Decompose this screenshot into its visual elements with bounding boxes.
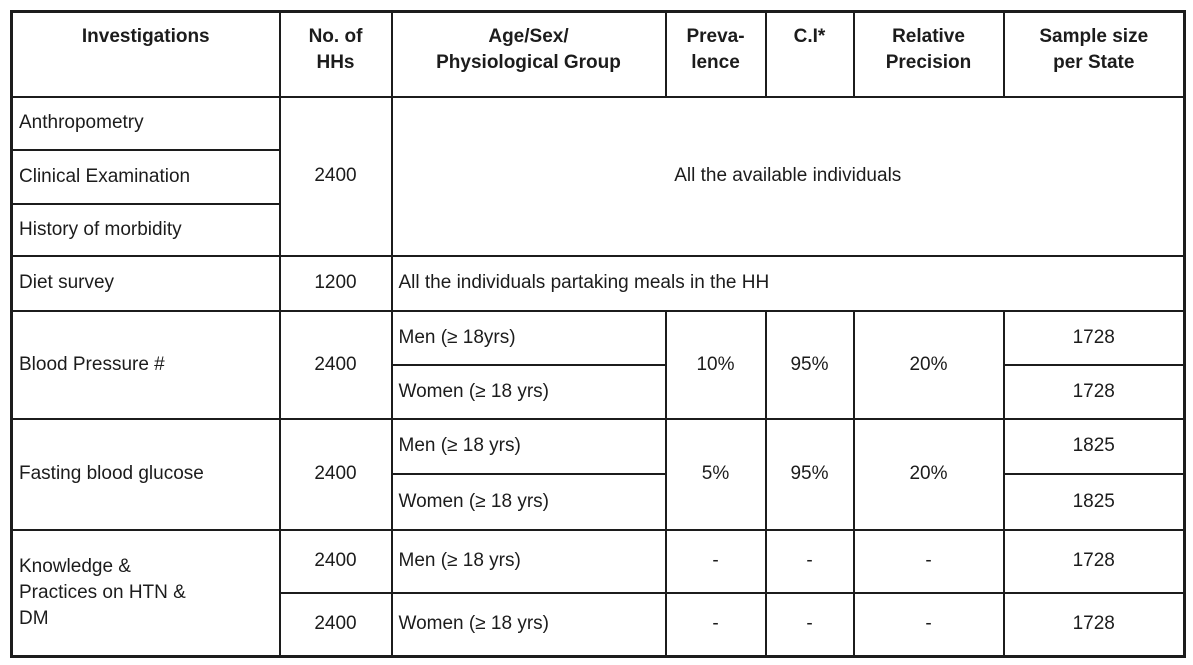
cell-ci-bp: 95% [764,309,855,420]
cell-sample-kp-women: 1728 [1002,591,1186,658]
cell-sample-fbg-women: 1825 [1002,472,1186,531]
header-sample-size: Sample size per State [1002,10,1186,98]
cell-ci-kp-men: - [764,528,855,594]
cell-ci-fbg: 95% [764,417,855,531]
cell-prevalence-fbg: 5% [664,417,767,531]
header-ci: C.I* [764,10,855,98]
table-row: History of morbidity [10,202,1185,257]
cell-hhs-kp-men: 2400 [278,528,393,594]
cell-group-census: All the available individuals [390,95,1186,257]
cell-group-diet: All the individuals partaking meals in t… [390,254,1186,312]
table-row: Knowledge & Practices on HTN & DM 2400 M… [10,528,1186,658]
cell-relative-precision-fbg: 20% [852,417,1005,531]
cell-investigation-clinical-examination: Clinical Examination [10,148,281,205]
table-row: Diet survey 1200 All the individuals par… [10,254,1186,312]
cell-hhs-fasting-glucose: 2400 [278,417,393,531]
cell-ci-kp-women: - [764,591,855,658]
header-no-of-hhs: No. of HHs [278,10,393,98]
cell-investigation-anthropometry: Anthropometry [10,95,281,151]
cell-hhs-kp-women: 2400 [278,591,393,658]
cell-group-fbg-men: Men (≥ 18 yrs) [390,417,667,475]
header-relative-precision: Relative Precision [852,10,1005,98]
cell-investigation-knowledge-practices: Knowledge & Practices on HTN & DM [10,528,281,658]
table-row: Women (≥ 18 yrs) 1825 [12,472,1186,531]
cell-relative-precision-kp-women: - [852,591,1005,658]
header-age-sex-group: Age/Sex/ Physiological Group [390,10,667,98]
cell-sample-bp-men: 1728 [1002,309,1186,366]
cell-sample-bp-women: 1728 [1002,363,1186,420]
cell-group-bp-men: Men (≥ 18yrs) [390,309,667,366]
cell-relative-precision-bp: 20% [852,309,1005,420]
table-row: Blood Pressure # 2400 Men (≥ 18yrs) 10% … [10,309,1186,420]
cell-relative-precision-kp-men: - [852,528,1005,594]
cell-investigation-diet-survey: Diet survey [10,254,281,312]
cell-group-bp-women: Women (≥ 18 yrs) [390,363,667,420]
cell-investigation-blood-pressure: Blood Pressure # [10,309,281,420]
table-row: Fasting blood glucose 2400 Men (≥ 18 yrs… [10,417,1186,531]
cell-sample-fbg-men: 1825 [1002,417,1186,475]
table-row: Women (≥ 18 yrs) 1728 [12,363,1186,420]
cell-prevalence-kp-women: - [664,591,767,658]
cell-hhs-diet: 1200 [278,254,393,312]
cell-hhs-blood-pressure: 2400 [278,309,393,420]
table-row: Anthropometry 2400 All the available ind… [10,95,1186,257]
cell-investigation-fasting-glucose: Fasting blood glucose [10,417,281,531]
cell-hhs-census: 2400 [278,95,393,257]
header-row: Investigations No. of HHs Age/Sex/ Physi… [10,10,1186,98]
table-row: 2400 Women (≥ 18 yrs) - - - 1728 [12,591,1186,658]
cell-group-fbg-women: Women (≥ 18 yrs) [390,472,667,531]
cell-group-kp-women: Women (≥ 18 yrs) [390,591,667,658]
cell-investigation-history-of-morbidity: History of morbidity [10,202,281,257]
cell-prevalence-kp-men: - [664,528,767,594]
sampling-plan-table: Investigations No. of HHs Age/Sex/ Physi… [10,10,1186,658]
cell-group-kp-men: Men (≥ 18 yrs) [390,528,667,594]
header-prevalence: Preva- lence [664,10,767,98]
cell-prevalence-bp: 10% [664,309,767,420]
cell-sample-kp-men: 1728 [1002,528,1186,594]
table-row: Clinical Examination [10,148,1185,205]
header-investigations: Investigations [10,10,281,98]
